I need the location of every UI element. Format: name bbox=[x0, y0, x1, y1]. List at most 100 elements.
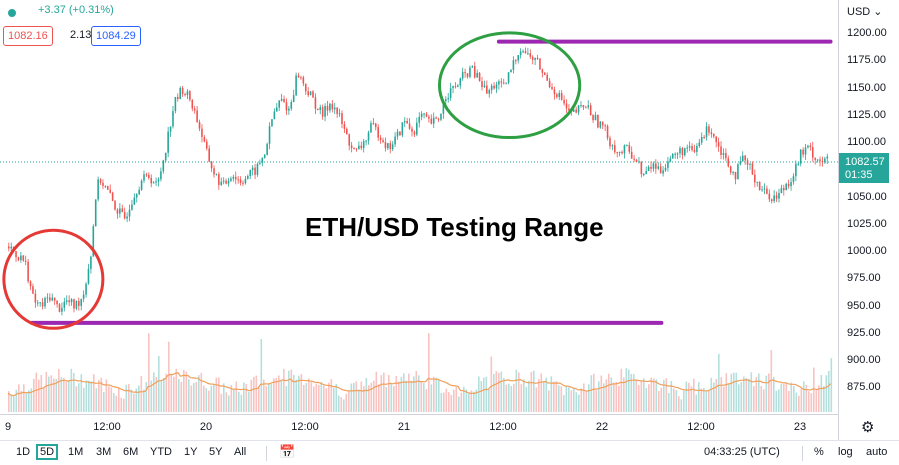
volume-bar bbox=[268, 383, 270, 412]
percent-scale-toggle[interactable]: % bbox=[814, 446, 824, 458]
volume-bar bbox=[640, 380, 643, 412]
volume-bar bbox=[760, 386, 763, 412]
auto-scale-toggle[interactable]: auto bbox=[866, 446, 888, 458]
candle bbox=[196, 106, 198, 123]
volume-bar bbox=[180, 381, 183, 412]
volume-bar bbox=[135, 388, 138, 412]
volume-bar bbox=[308, 378, 310, 412]
volume-bar bbox=[190, 385, 193, 412]
candle bbox=[563, 95, 565, 106]
candle bbox=[297, 72, 300, 79]
volume-bar bbox=[530, 371, 533, 412]
volume-bar bbox=[303, 384, 305, 412]
currency-selector[interactable]: USD ⌄ bbox=[847, 6, 883, 18]
volume-bar bbox=[508, 383, 510, 412]
candle bbox=[734, 171, 737, 185]
volume-bar bbox=[683, 390, 685, 412]
price-axis[interactable]: USD ⌄ 1200.00 1175.00 1150.00 1125.00 1100.0… bbox=[838, 0, 899, 440]
volume-bar bbox=[550, 376, 553, 412]
volume-bar bbox=[8, 391, 10, 412]
volume-bar bbox=[75, 386, 78, 412]
price-chart[interactable] bbox=[0, 0, 838, 414]
candle bbox=[370, 120, 372, 133]
volume-bar bbox=[625, 368, 628, 412]
candle bbox=[365, 139, 367, 146]
candle bbox=[466, 73, 469, 79]
candle bbox=[406, 117, 408, 124]
volume-bar bbox=[408, 373, 410, 412]
volume-bar bbox=[750, 372, 753, 412]
log-scale-toggle[interactable]: log bbox=[838, 446, 853, 458]
gear-icon[interactable]: ⚙ bbox=[861, 419, 875, 436]
legend-header: +3.37 (+0.31%) 1082.16 2.13 1084.29 bbox=[0, 0, 200, 50]
range-button-1y[interactable]: 1Y bbox=[184, 446, 198, 458]
candle bbox=[131, 200, 133, 211]
candle bbox=[227, 177, 230, 187]
volume-bar bbox=[633, 374, 635, 412]
ask-price-button[interactable]: 1084.29 bbox=[91, 26, 141, 46]
volume-bar bbox=[40, 375, 43, 412]
candle bbox=[536, 54, 539, 60]
candle bbox=[519, 48, 522, 59]
divider bbox=[266, 446, 267, 461]
candle bbox=[770, 198, 773, 204]
volume-bar bbox=[703, 387, 705, 412]
volume-bar bbox=[165, 373, 168, 412]
candle bbox=[425, 111, 428, 118]
candle bbox=[157, 177, 160, 187]
volume-bar bbox=[328, 382, 330, 412]
range-button-6m[interactable]: 6M bbox=[123, 446, 139, 458]
candle bbox=[49, 293, 51, 303]
volume-bar bbox=[378, 384, 380, 412]
bid-price-button[interactable]: 1082.16 bbox=[3, 26, 53, 46]
candle bbox=[531, 55, 534, 65]
range-button-3m[interactable]: 3M bbox=[96, 446, 112, 458]
volume-bar bbox=[808, 391, 810, 412]
volume-bar bbox=[583, 383, 585, 412]
volume-bar bbox=[620, 368, 623, 412]
volume-bar bbox=[643, 378, 645, 412]
candle bbox=[712, 133, 715, 139]
date-range-calendar-icon[interactable]: 📅 bbox=[279, 444, 296, 459]
volume-bar bbox=[555, 381, 558, 412]
candle bbox=[684, 147, 686, 157]
volume-bar bbox=[748, 379, 750, 412]
volume-bar bbox=[723, 386, 725, 412]
candle bbox=[17, 256, 20, 262]
candle bbox=[493, 82, 495, 90]
volume-bar bbox=[825, 375, 828, 412]
volume-bar bbox=[718, 353, 720, 412]
range-button-all[interactable]: All bbox=[234, 446, 247, 458]
volume-bar bbox=[295, 379, 298, 412]
volume-bar bbox=[770, 350, 773, 412]
volume-bar bbox=[830, 358, 833, 412]
candle bbox=[174, 96, 177, 114]
candle bbox=[819, 156, 821, 167]
volume-bar bbox=[153, 372, 155, 412]
range-button-1m[interactable]: 1M bbox=[68, 446, 84, 458]
candle bbox=[138, 186, 140, 196]
candle bbox=[331, 100, 334, 113]
candle bbox=[391, 141, 394, 152]
range-button-1d[interactable]: 1D bbox=[16, 446, 31, 458]
volume-bar bbox=[280, 380, 283, 412]
candle bbox=[541, 68, 544, 78]
candle bbox=[720, 141, 722, 160]
candle bbox=[384, 137, 387, 152]
range-button-5d[interactable]: 5D bbox=[36, 444, 59, 460]
candle bbox=[275, 103, 278, 112]
time-tick-label: 23 bbox=[793, 421, 807, 433]
volume-bar bbox=[828, 371, 830, 412]
utc-clock[interactable]: 04:33:25 (UTC) bbox=[704, 446, 780, 458]
range-button-5y[interactable]: 5Y bbox=[209, 446, 223, 458]
volume-bar bbox=[53, 378, 55, 412]
candle bbox=[616, 151, 619, 158]
candle bbox=[688, 141, 691, 152]
volume-bar bbox=[705, 390, 708, 412]
volume-bar bbox=[168, 341, 170, 412]
range-button-ytd[interactable]: YTD bbox=[150, 446, 172, 458]
time-axis[interactable]: 9 12:00 20 12:00 21 12:00 22 12:00 23 bbox=[0, 414, 838, 440]
volume-bar bbox=[353, 382, 355, 412]
volume-bar bbox=[773, 377, 775, 412]
volume-bar bbox=[553, 381, 555, 412]
